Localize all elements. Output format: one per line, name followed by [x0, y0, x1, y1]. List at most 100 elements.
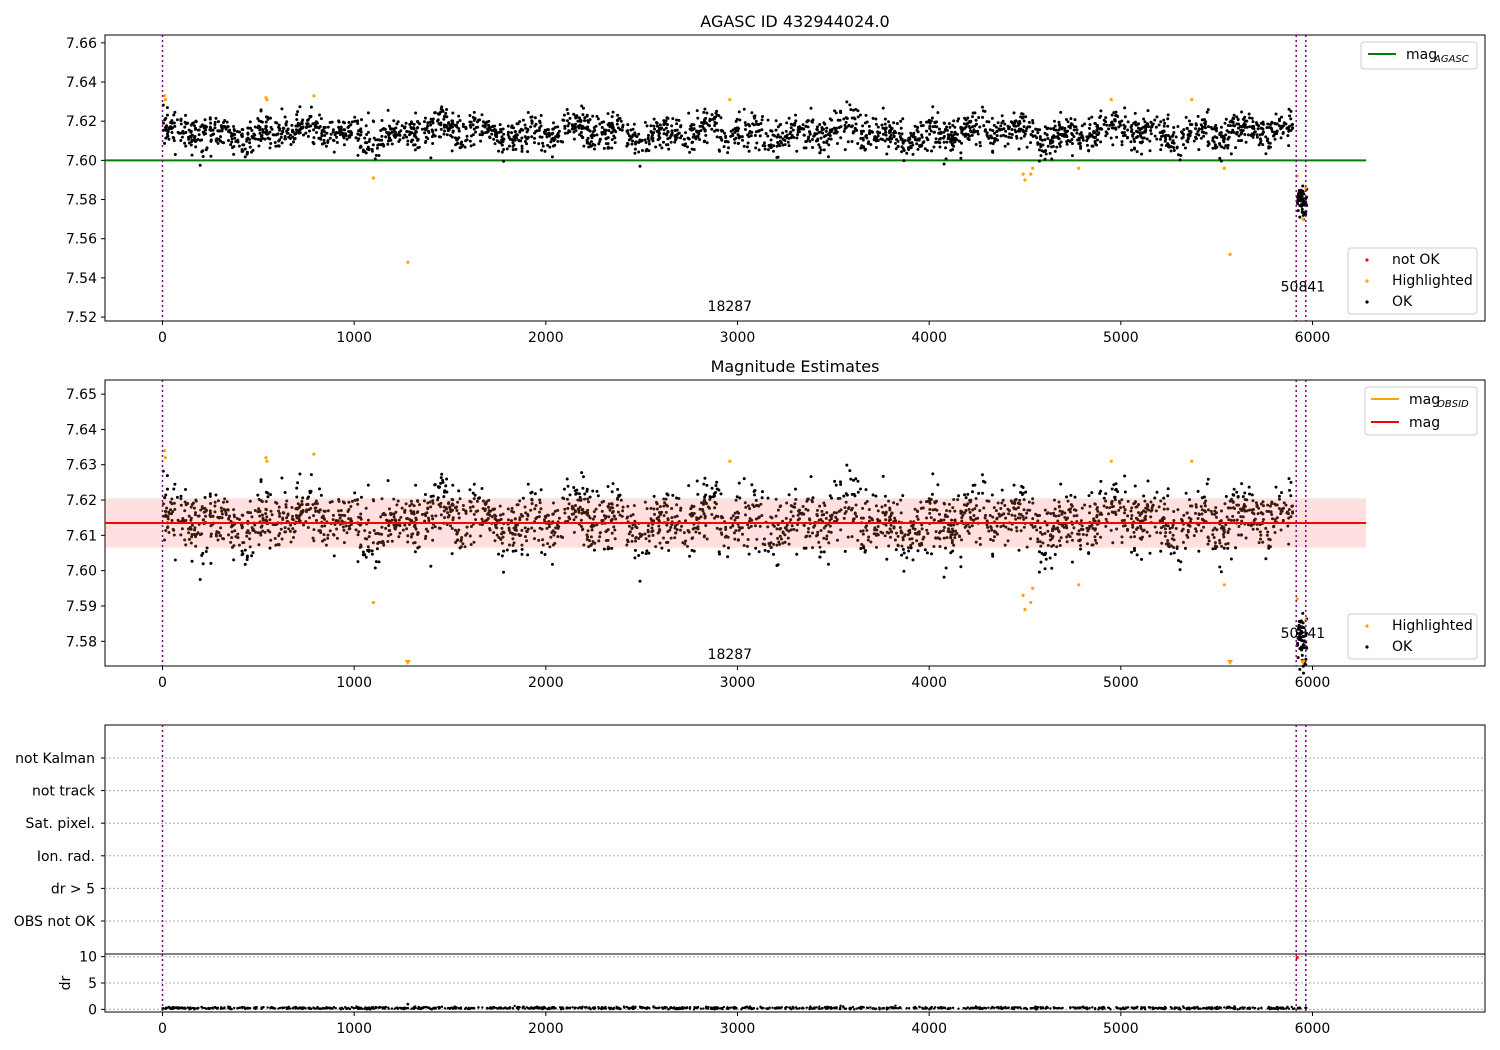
ok-point: [621, 509, 625, 513]
ok-point: [1150, 508, 1154, 512]
ok-point: [950, 539, 954, 543]
ok-point: [1040, 532, 1044, 536]
ok-point: [579, 119, 583, 123]
legend-marker-highlighted: [1365, 279, 1369, 283]
ok-point: [1286, 134, 1290, 138]
ok-point: [960, 131, 964, 135]
ok-point: [1000, 501, 1004, 505]
ok-point: [820, 509, 824, 513]
ok-point: [1301, 197, 1305, 201]
ok-point: [288, 523, 292, 527]
ok-point: [472, 143, 476, 147]
ok-point: [553, 143, 557, 147]
ok-point: [1268, 141, 1272, 145]
ok-point: [797, 130, 801, 134]
ok-point: [772, 144, 776, 148]
ok-point: [1162, 129, 1166, 133]
ok-point: [1130, 506, 1134, 510]
ok-point: [1113, 498, 1117, 502]
ok-point: [1222, 136, 1226, 140]
ok-point: [1025, 145, 1029, 149]
ok-point: [900, 544, 904, 548]
ok-point: [539, 507, 543, 511]
ok-point: [339, 125, 343, 129]
ok-point: [953, 125, 957, 129]
ok-point: [1194, 127, 1198, 131]
ok-point: [1159, 120, 1163, 124]
ok-point: [445, 490, 449, 494]
ok-point: [982, 124, 986, 128]
ok-point: [346, 509, 350, 513]
ok-point: [546, 542, 550, 546]
ok-point: [183, 500, 187, 504]
ok-point: [991, 552, 995, 556]
ok-point: [499, 128, 503, 132]
ok-point: [341, 525, 345, 529]
ok-point: [666, 493, 670, 497]
ok-point: [403, 133, 407, 137]
ok-point: [423, 537, 427, 541]
ok-point: [740, 135, 744, 139]
ok-point: [1219, 526, 1223, 530]
ok-point: [1053, 124, 1057, 128]
ok-point: [1140, 511, 1144, 515]
ok-point: [602, 146, 606, 150]
ok-point: [1204, 510, 1208, 514]
ok-point: [395, 503, 399, 507]
ok-point: [1232, 113, 1236, 117]
ok-point: [662, 536, 666, 540]
ok-point: [1184, 491, 1188, 495]
ok-point: [802, 146, 806, 150]
ok-point: [283, 526, 287, 530]
ok-point: [874, 494, 878, 498]
ok-point: [1137, 122, 1141, 126]
ok-point: [991, 149, 995, 153]
ok-point: [697, 516, 701, 520]
ok-point: [633, 519, 637, 523]
panel-title-agasc: AGASC ID 432944024.0: [700, 12, 889, 31]
ok-point: [662, 497, 666, 501]
ok-point: [324, 144, 328, 148]
ok-point: [263, 137, 267, 141]
ok-point: [1286, 524, 1290, 528]
ok-point: [1261, 127, 1265, 131]
ok-point: [192, 532, 196, 536]
ok-point: [183, 538, 187, 542]
ok-point: [680, 134, 684, 138]
ok-point: [331, 138, 335, 142]
ok-point: [952, 523, 956, 527]
ok-point: [1007, 135, 1011, 139]
ok-point: [690, 548, 694, 552]
ok-point: [1110, 487, 1114, 491]
ok-point: [687, 111, 691, 115]
ok-point: [1206, 144, 1210, 148]
ok-point: [1056, 136, 1060, 140]
ok-point: [909, 543, 913, 547]
ok-point: [1046, 529, 1050, 533]
ok-point: [461, 122, 465, 126]
ok-point: [778, 542, 782, 546]
ok-point: [246, 126, 250, 130]
ok-point: [902, 159, 906, 163]
ok-point: [719, 492, 723, 496]
ok-point: [189, 505, 193, 509]
ok-point: [1237, 122, 1241, 126]
ok-point: [854, 477, 858, 481]
ok-point: [172, 528, 176, 532]
ok-point: [194, 126, 198, 130]
ok-point: [1194, 503, 1198, 507]
ok-point: [361, 553, 365, 557]
ok-point: [545, 526, 549, 530]
ok-point: [892, 135, 896, 139]
ok-point: [364, 555, 368, 559]
ok-point: [645, 507, 649, 511]
ok-point: [898, 526, 902, 530]
ok-point: [328, 121, 332, 125]
ok-point: [370, 549, 374, 553]
ok-point: [479, 139, 483, 143]
ok-point: [217, 516, 221, 520]
ok-point: [1289, 515, 1293, 519]
ok-point: [393, 130, 397, 134]
ok-point: [397, 535, 401, 539]
ok-point: [887, 120, 891, 124]
